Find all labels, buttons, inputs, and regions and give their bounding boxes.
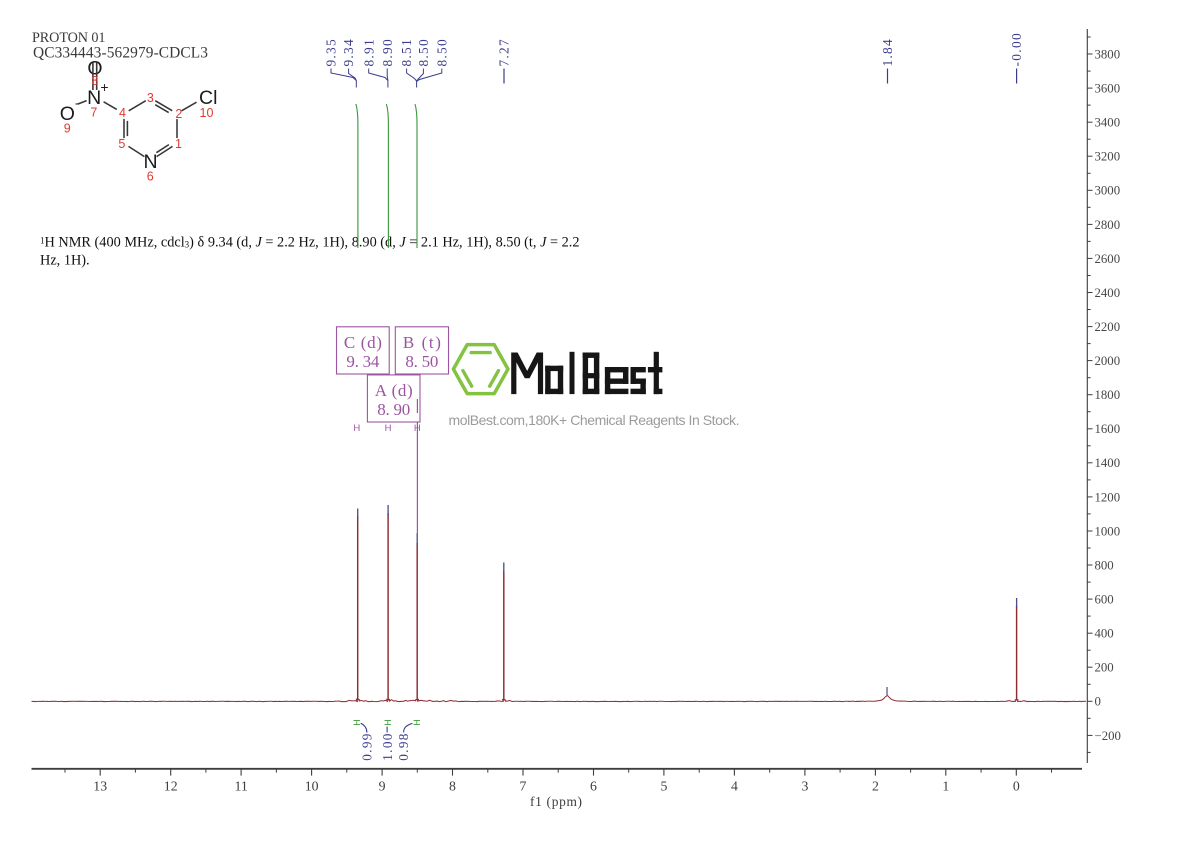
svg-text:8.50: 8.50 <box>434 39 449 67</box>
svg-text:-: - <box>75 96 79 111</box>
svg-text:4: 4 <box>731 779 738 794</box>
svg-text:PROTON 01: PROTON 01 <box>32 30 106 46</box>
svg-text:+: + <box>100 79 108 95</box>
svg-text:3200: 3200 <box>1095 150 1121 164</box>
svg-text:7: 7 <box>90 105 97 119</box>
svg-text:1200: 1200 <box>1095 490 1121 504</box>
svg-text:3400: 3400 <box>1095 116 1121 130</box>
svg-text:f1 (ppm): f1 (ppm) <box>530 794 582 809</box>
svg-text:1: 1 <box>942 779 949 794</box>
svg-text:3800: 3800 <box>1095 47 1121 61</box>
svg-text:4: 4 <box>119 106 126 120</box>
svg-text:0: 0 <box>1095 695 1101 709</box>
svg-text:B (t): B (t) <box>403 333 441 352</box>
svg-text:-0.00: -0.00 <box>1009 33 1024 67</box>
svg-text:8. 50: 8. 50 <box>405 352 438 371</box>
svg-text:1000: 1000 <box>1095 524 1121 538</box>
svg-text:molBest.com,180K+ Chemical Rea: molBest.com,180K+ Chemical Reagents In S… <box>449 412 740 428</box>
svg-text:A (d): A (d) <box>375 381 413 400</box>
svg-text:O: O <box>60 103 75 125</box>
svg-text:9.35: 9.35 <box>324 39 339 67</box>
svg-text:2800: 2800 <box>1095 218 1121 232</box>
svg-text:600: 600 <box>1095 593 1114 607</box>
svg-text:5: 5 <box>118 137 125 151</box>
svg-text:QC334443-562979-CDCL3: QC334443-562979-CDCL3 <box>33 45 208 62</box>
svg-text:2000: 2000 <box>1095 354 1121 368</box>
svg-text:N: N <box>87 87 101 109</box>
svg-text:8.51: 8.51 <box>399 39 414 67</box>
svg-text:2600: 2600 <box>1095 252 1121 266</box>
svg-text:C (d): C (d) <box>344 333 382 352</box>
svg-text:N: N <box>143 151 157 173</box>
svg-text:7.27: 7.27 <box>497 39 512 67</box>
svg-text:8.50: 8.50 <box>416 39 431 67</box>
svg-text:9: 9 <box>64 122 71 136</box>
svg-text:3000: 3000 <box>1095 184 1121 198</box>
svg-text:200: 200 <box>1095 661 1114 675</box>
svg-text:H: H <box>383 719 393 726</box>
svg-text:1.00: 1.00 <box>380 733 395 761</box>
svg-text:1H NMR (400 MHz, cdcl3) δ 9.34: 1H NMR (400 MHz, cdcl3) δ 9.34 (d, J = 2… <box>40 235 580 251</box>
svg-text:8: 8 <box>449 779 456 794</box>
svg-text:9: 9 <box>379 779 386 794</box>
svg-text:H: H <box>352 719 362 726</box>
svg-text:0: 0 <box>1013 779 1020 794</box>
svg-text:12: 12 <box>164 779 178 794</box>
svg-text:H: H <box>353 423 360 434</box>
svg-text:3: 3 <box>801 779 808 794</box>
svg-text:H: H <box>412 719 422 726</box>
svg-text:1.84: 1.84 <box>880 39 895 67</box>
svg-text:7: 7 <box>520 779 527 794</box>
svg-text:3600: 3600 <box>1095 82 1121 96</box>
svg-text:10: 10 <box>305 779 319 794</box>
svg-text:6: 6 <box>147 169 154 183</box>
svg-text:0.98: 0.98 <box>396 733 411 761</box>
svg-text:400: 400 <box>1095 627 1114 641</box>
svg-text:−200: −200 <box>1095 729 1121 743</box>
svg-text:9. 34: 9. 34 <box>346 352 380 371</box>
svg-text:13: 13 <box>93 779 107 794</box>
svg-text:11: 11 <box>234 779 247 794</box>
svg-text:8: 8 <box>91 74 98 88</box>
svg-text:1800: 1800 <box>1095 388 1121 402</box>
svg-text:5: 5 <box>660 779 667 794</box>
svg-text:H: H <box>385 423 392 434</box>
svg-text:O: O <box>87 58 102 80</box>
svg-text:H: H <box>414 423 421 434</box>
svg-text:800: 800 <box>1095 558 1114 572</box>
svg-text:0.99: 0.99 <box>360 733 375 761</box>
svg-text:Cl: Cl <box>199 87 217 109</box>
svg-text:6: 6 <box>590 779 597 794</box>
svg-text:2: 2 <box>175 107 182 121</box>
svg-text:1: 1 <box>175 137 182 151</box>
svg-text:10: 10 <box>200 106 214 120</box>
svg-text:1400: 1400 <box>1095 456 1121 470</box>
svg-text:Hz, 1H).: Hz, 1H). <box>40 253 90 269</box>
svg-text:3: 3 <box>147 91 154 105</box>
svg-text:8. 90: 8. 90 <box>377 400 410 419</box>
svg-text:8.91: 8.91 <box>361 39 376 67</box>
svg-text:2: 2 <box>872 779 879 794</box>
svg-text:8.90: 8.90 <box>380 39 395 67</box>
svg-text:2200: 2200 <box>1095 320 1121 334</box>
svg-text:9.34: 9.34 <box>341 39 356 67</box>
svg-text:2400: 2400 <box>1095 286 1121 300</box>
svg-text:1600: 1600 <box>1095 422 1121 436</box>
